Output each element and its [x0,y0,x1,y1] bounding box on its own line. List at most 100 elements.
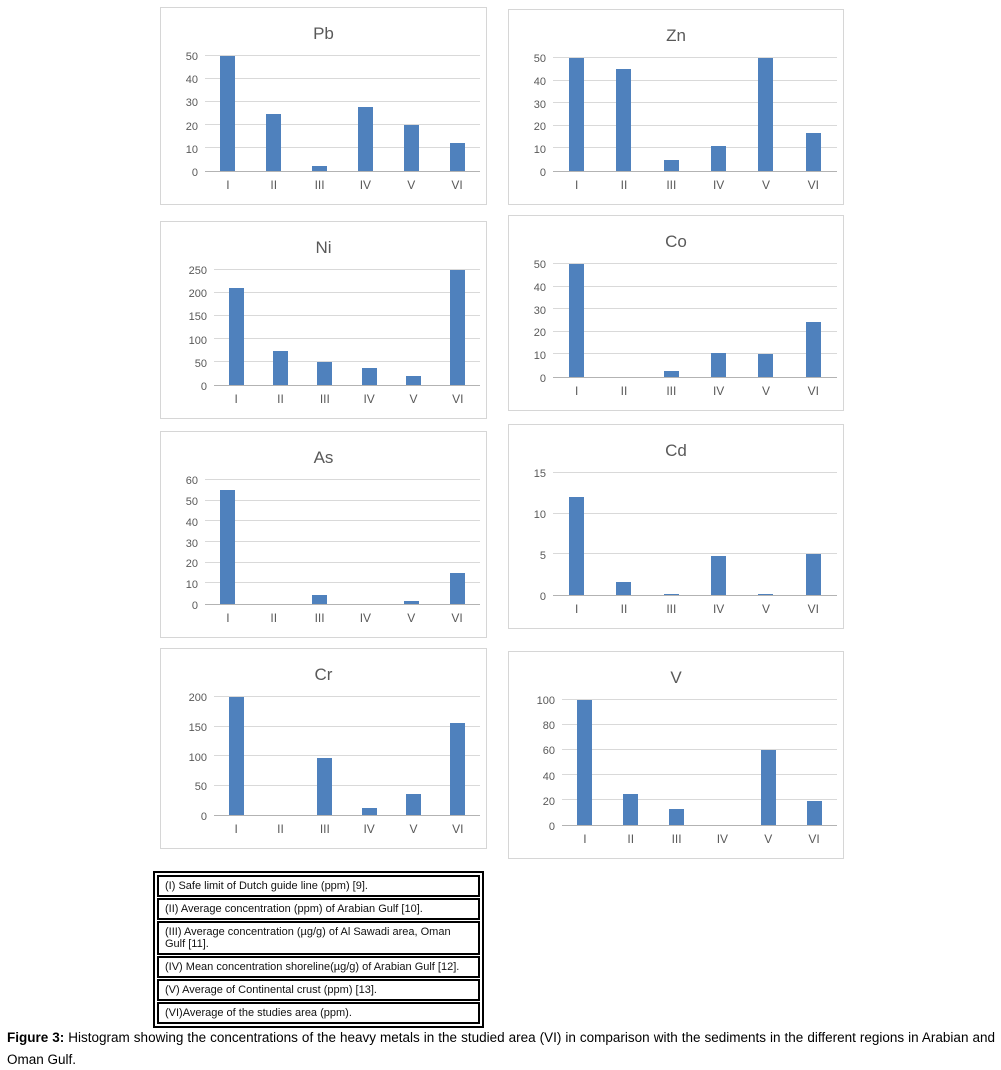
gridline [214,292,480,293]
x-category-label: II [277,392,284,406]
x-category-label: V [761,602,770,616]
x-category-label: I [234,392,238,406]
bar-slot [251,480,297,604]
chart-title-v: V [670,668,682,687]
bar-slot [388,56,434,171]
chart-cd: Cd 0 5 10 15 I II III IV V VI [508,424,844,629]
chart-title-pb: Pb [313,24,334,43]
y-tick-label: 80 [542,720,555,733]
chart-v: V 0 20 40 60 80 100 I II III IV V VI [508,651,844,859]
x-category-label: IV [712,602,725,616]
gridline [562,699,837,700]
x-axis-labels: I II III IV V VI [214,816,480,842]
x-category-label: II [620,602,628,616]
y-axis: 0 10 20 30 40 50 [509,53,553,179]
bar-cd-III [663,593,679,595]
plot-region: 0 10 20 30 40 50 60 [161,475,480,612]
bar-slot [654,700,700,825]
gridline [205,101,480,102]
gridline [214,696,480,697]
x-category-label: VI [452,822,464,836]
bar-co-I [569,264,585,377]
gridline [553,308,837,310]
x-category-label: I [574,602,579,616]
chart-title-ni: Ni [315,238,332,257]
y-tick-label: 100 [188,334,207,347]
x-category-label: III [666,384,677,398]
gridline [553,472,837,473]
legend-row: (V) Average of Continental crust (ppm) [… [157,979,480,1001]
gridline [553,79,837,81]
bar-pb-II [266,113,282,171]
y-tick-label: 40 [533,281,546,294]
gridline [553,353,837,355]
bar-cd-IV [711,555,727,595]
bar-as-I [220,490,236,604]
bar-cr-I [228,697,244,815]
bar-v-III [669,808,685,825]
bar-ni-IV [361,367,377,385]
y-tick-label: 50 [185,495,198,508]
gridline [562,774,837,775]
bar-slot [553,473,600,595]
bar-slot [695,264,742,377]
y-tick-label: 15 [533,468,546,480]
bar-ni-V [405,375,421,385]
bar-slot [258,697,302,815]
y-tick-label: 0 [200,381,207,393]
y-tick-label: 0 [539,591,546,603]
gridline [214,361,480,362]
bar-slot [391,697,435,815]
y-tick-label: 30 [533,98,546,111]
chart-co: Co 0 10 20 30 40 50 I II III IV V VI [508,215,844,411]
figure-caption: Figure 3: Histogram showing the concentr… [7,1027,995,1070]
x-axis-labels: I II III IV V VI [205,605,480,631]
bar-cd-II [616,582,632,595]
bar-ni-II [272,350,288,385]
bar-slot [347,270,391,385]
bar-v-VI [806,801,822,825]
x-category-label: I [226,178,230,192]
y-tick-label: 0 [200,811,207,823]
y-tick-label: 250 [188,265,207,277]
y-tick-label: 10 [185,579,198,592]
x-category-label: I [234,822,238,836]
bar-slot [791,700,837,825]
gridline [553,102,837,104]
bar-slot [553,58,600,171]
x-axis-labels: I II III IV V VI [214,386,480,412]
x-category-label: IV [712,384,725,398]
gridline [214,315,480,316]
y-axis: 0 50 100 150 200 [161,692,214,823]
chart-title-as: As [313,448,334,467]
gridline [562,749,837,750]
gridline [205,479,480,480]
bar-slot [347,697,391,815]
chart-pb: Pb 0 10 20 30 40 50 I II III IV V VI [160,7,487,205]
gridline [214,725,480,727]
bar-slot [790,58,837,171]
x-axis-labels: I II III IV V VI [553,172,837,198]
bar-zn-III [663,159,679,171]
bars [553,473,837,595]
y-tick-label: 50 [185,51,198,63]
figure-caption-text: Histogram showing the concentrations of … [7,1030,995,1067]
x-category-label: II [270,178,278,192]
plot-area [553,57,837,172]
x-category-label: III [314,611,325,625]
bar-slot [600,264,647,377]
gridline [214,755,480,756]
chart-title-cd: Cd [665,441,687,460]
y-tick-label: 20 [533,327,546,340]
bars [205,56,480,171]
y-axis: 0 20 40 60 80 100 [509,695,562,833]
y-tick-label: 50 [194,781,207,794]
y-tick-label: 0 [191,600,198,612]
x-category-label: II [620,178,628,192]
y-tick-label: 40 [542,770,555,783]
y-tick-label: 200 [188,692,207,704]
gridline [553,124,837,126]
x-category-label: V [761,384,770,398]
y-tick-label: 100 [536,695,555,707]
chart-title-zn: Zn [666,26,686,45]
